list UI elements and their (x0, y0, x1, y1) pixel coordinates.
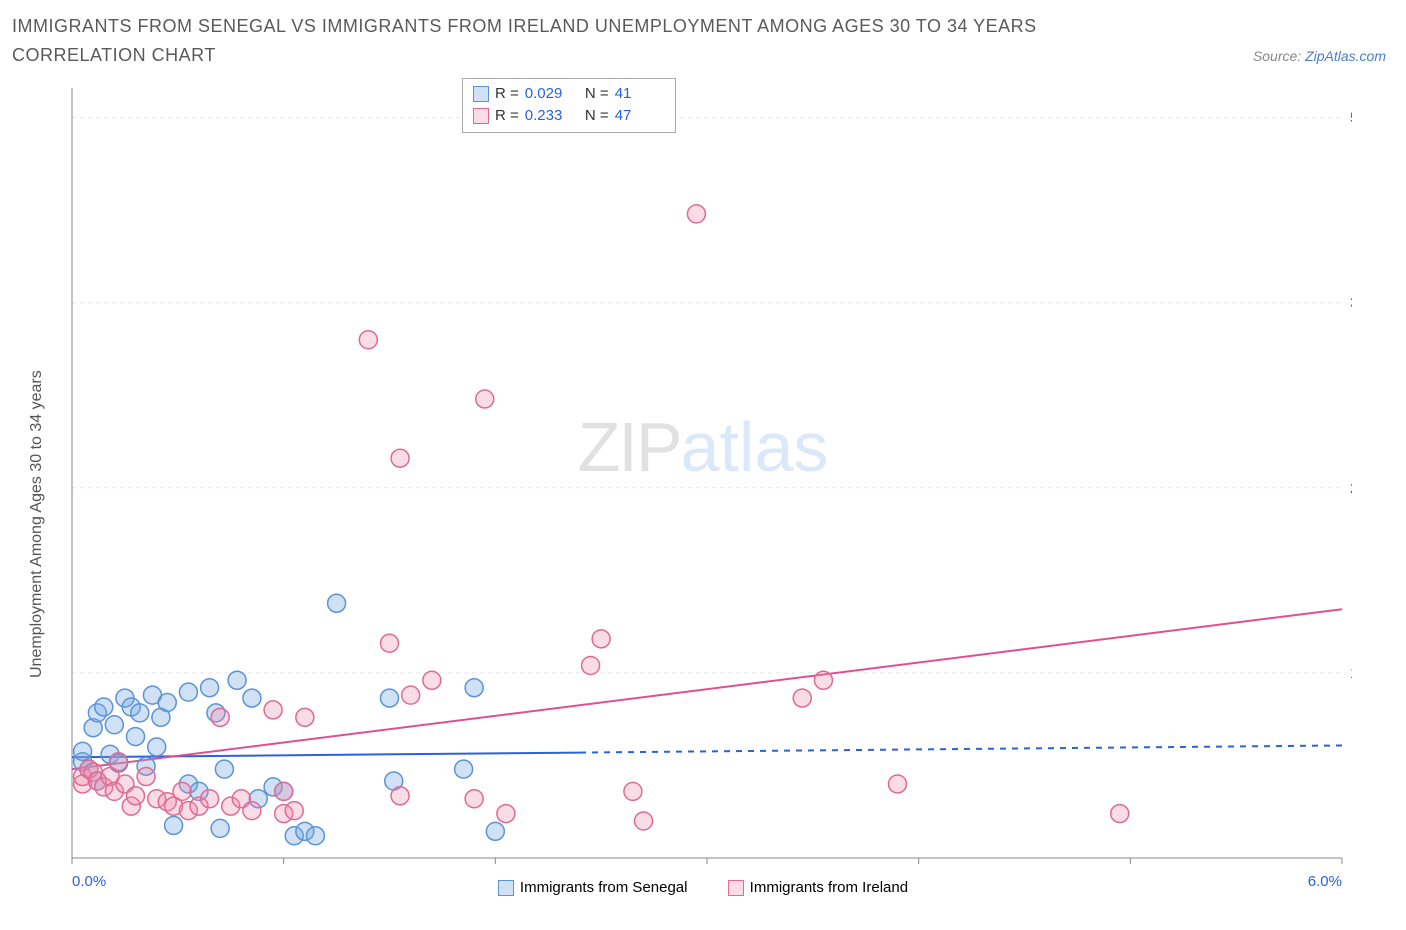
svg-text:37.5%: 37.5% (1350, 294, 1352, 311)
y-axis-label: Unemployment Among Ages 30 to 34 years (28, 370, 46, 678)
n-value-ireland: 47 (615, 105, 665, 128)
source-credit: Source: ZipAtlas.com (1253, 48, 1386, 64)
legend-item-senegal: Immigrants from Senegal (498, 879, 688, 896)
r-label: R = (495, 83, 519, 106)
r-value-senegal: 0.029 (525, 83, 575, 106)
chart-container: Unemployment Among Ages 30 to 34 years Z… (12, 78, 1394, 898)
r-value-ireland: 0.233 (525, 105, 575, 128)
r-label: R = (495, 105, 519, 128)
scatter-chart: 12.5%25.0%37.5%50.0%0.0%6.0% (12, 78, 1352, 898)
stats-row-ireland: R = 0.233 N = 47 (473, 105, 665, 128)
svg-text:50.0%: 50.0% (1350, 109, 1352, 126)
source-prefix: Source: (1253, 48, 1305, 64)
swatch-ireland (473, 108, 489, 124)
n-label: N = (581, 83, 609, 106)
svg-text:12.5%: 12.5% (1350, 664, 1352, 681)
stats-row-senegal: R = 0.029 N = 41 (473, 83, 665, 106)
legend-swatch-ireland (728, 880, 744, 896)
chart-title: IMMIGRANTS FROM SENEGAL VS IMMIGRANTS FR… (12, 12, 1132, 70)
legend-item-ireland: Immigrants from Ireland (728, 879, 908, 896)
legend-swatch-senegal (498, 880, 514, 896)
swatch-senegal (473, 86, 489, 102)
source-link[interactable]: ZipAtlas.com (1305, 48, 1386, 64)
stats-legend-box: R = 0.029 N = 41 R = 0.233 N = 47 (462, 78, 676, 133)
legend-label-senegal: Immigrants from Senegal (520, 879, 688, 896)
n-label: N = (581, 105, 609, 128)
svg-text:25.0%: 25.0% (1350, 479, 1352, 496)
n-value-senegal: 41 (615, 83, 665, 106)
bottom-legend: Immigrants from Senegal Immigrants from … (12, 879, 1394, 900)
legend-label-ireland: Immigrants from Ireland (750, 879, 908, 896)
